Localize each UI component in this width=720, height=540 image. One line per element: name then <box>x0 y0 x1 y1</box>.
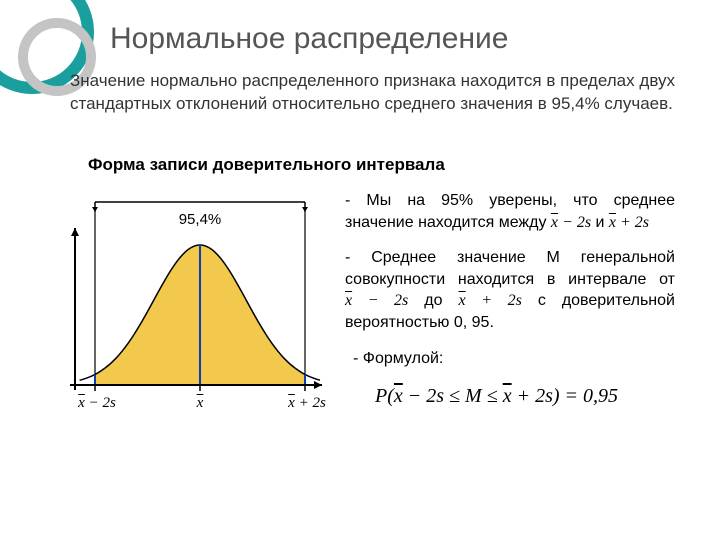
bullet-list: - Мы на 95% уверены, что среднее значени… <box>345 190 675 410</box>
bullet-3: - Формулой: <box>353 348 675 370</box>
page-title: Нормальное распределение <box>110 22 508 56</box>
x-label-left: x − 2s <box>72 395 122 412</box>
bell-curve-svg: 95,4% <box>60 190 330 430</box>
bullet-2: - Среднее значение M генеральной совокуп… <box>345 247 675 333</box>
x-label-right: x + 2s <box>282 395 332 412</box>
svg-text:95,4%: 95,4% <box>179 211 222 228</box>
intro-text: Значение нормально распределенного призн… <box>70 70 675 116</box>
subtitle: Форма записи доверительного интервала <box>88 155 445 175</box>
bullet-1: - Мы на 95% уверены, что среднее значени… <box>345 190 675 233</box>
x-label-mid: x <box>190 395 210 412</box>
formula: P(x − 2s ≤ M ≤ x + 2s) = 0,95 <box>375 383 675 410</box>
bell-curve-chart: 95,4% x − 2s x x + 2s <box>60 190 330 430</box>
